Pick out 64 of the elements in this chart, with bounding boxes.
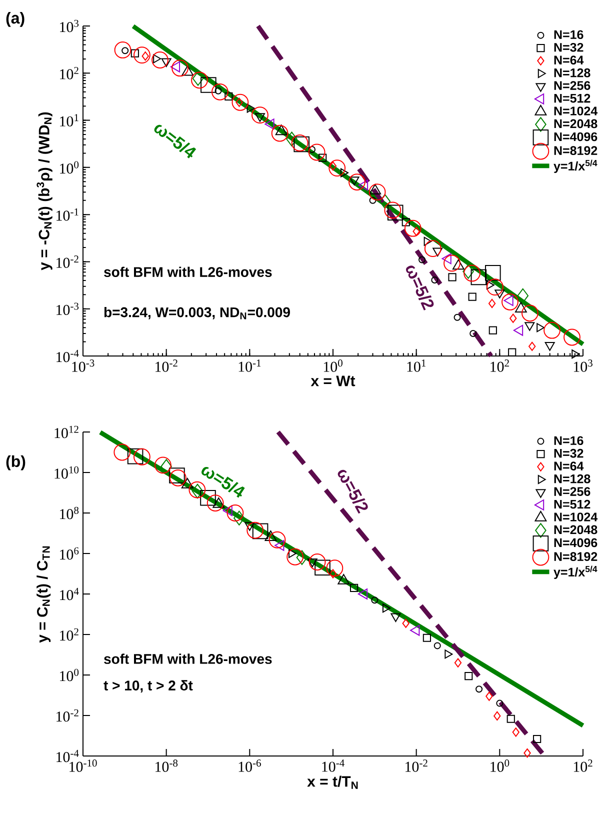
- legend-label: N=256: [554, 487, 590, 496]
- x-tick-label: 10$^{-6}$: [238, 760, 261, 772]
- annotation: ω=5/2: [406, 266, 434, 310]
- x-tick-label: 10$^{-2}$: [406, 760, 428, 772]
- legend-label: N=16: [554, 30, 584, 40]
- x-tick-label: 10$^{0}$: [490, 760, 510, 772]
- y-tick-label: 10$^{0}$: [60, 668, 79, 682]
- annotation: soft BFM with L26-moves: [104, 654, 272, 664]
- legend-label: N=128: [554, 474, 590, 484]
- y-tick-label: 10$^{10}$: [54, 466, 79, 479]
- annotation: soft BFM with L26-moves: [104, 266, 272, 277]
- x-tick-label: 10$^{1}$: [407, 360, 426, 372]
- y-tick-label: 10$^{-2}$: [56, 256, 78, 268]
- x-tick-label: 10$^{2}$: [490, 360, 509, 372]
- y-tick-label: 10$^{6}$: [60, 547, 79, 560]
- x-tick-label: 10$^{-10}$: [70, 760, 97, 772]
- y-tick-label: 10$^{4}$: [60, 588, 79, 600]
- y-axis-title: y = C$_{N}$(t) / C$_{TN}$: [36, 546, 51, 643]
- legend-label: N=32: [554, 448, 584, 458]
- legend-label: N=64: [554, 462, 584, 471]
- legend-label: N=512: [554, 500, 590, 509]
- y-tick-label: 10$^{-3}$: [56, 302, 79, 316]
- legend-label: N=4096: [554, 538, 598, 548]
- y-tick-label: 10$^{-4}$: [56, 750, 79, 762]
- x-tick-label: 10$^{3}$: [574, 360, 592, 372]
- y-axis-title: y = -C$_{N}$(t) (b$^{3}$ρ) / (WD$_{N}$): [36, 112, 52, 270]
- legend-label: N=512: [554, 94, 590, 103]
- x-tick-label: 10$^{0}$: [324, 360, 342, 372]
- legend-label: N=8192: [554, 146, 598, 156]
- x-tick-label: 10$^{-2}$: [156, 360, 178, 372]
- text: (b): [6, 455, 26, 470]
- legend-label: N=256: [554, 81, 590, 90]
- y-tick-label: 10$^{1}$: [60, 114, 78, 126]
- y-tick-label: 10$^{2}$: [60, 66, 78, 80]
- legend-label: N=64: [554, 56, 584, 65]
- y-tick-label: 10$^{8}$: [60, 506, 79, 520]
- legend-label: N=8192: [554, 552, 598, 562]
- x-axis-title: x = Wt: [310, 376, 356, 386]
- legend-label: N=2048: [554, 525, 598, 534]
- legend-label: N=4096: [554, 132, 598, 142]
- x-tick-label: 10$^{-1}$: [238, 360, 261, 372]
- x-tick-label: 10$^{-8}$: [156, 760, 178, 772]
- y-tick-label: 10$^{-4}$: [56, 350, 79, 362]
- legend-label: N=128: [554, 68, 590, 78]
- y-tick-label: 10$^{-1}$: [56, 208, 78, 221]
- legend-label: N=1024: [554, 106, 598, 116]
- y-tick-label: 10$^{2}$: [60, 628, 78, 641]
- legend-label: N=32: [554, 42, 584, 52]
- legend-label: y=1/x$^{5/4}$: [554, 160, 598, 174]
- x-tick-label: 10$^{2}$: [574, 760, 592, 772]
- x-tick-label: 10$^{-4}$: [322, 760, 344, 772]
- annotation: b=3.24, W=0.003, ND$_{N}$=0.009: [104, 306, 290, 320]
- legend-label: y=1/x$^{5/4}$: [554, 566, 598, 579]
- y-tick-label: 10$^{0}$: [60, 161, 79, 174]
- y-tick-label: 10$^{12}$: [54, 426, 78, 438]
- legend-label: N=1024: [554, 512, 598, 522]
- chart-title: (a): [6, 12, 24, 27]
- legend-label: N=16: [554, 436, 584, 446]
- x-tick-label: 10$^{-3}$: [72, 360, 94, 372]
- x-axis-title: x = t/T$_{N}$: [307, 776, 358, 789]
- annotation: t > 10, t > 2 δt: [104, 680, 193, 692]
- y-tick-label: 10$^{3}$: [60, 20, 79, 32]
- y-tick-label: 10$^{-2}$: [56, 709, 78, 722]
- legend-label: N=2048: [554, 119, 598, 128]
